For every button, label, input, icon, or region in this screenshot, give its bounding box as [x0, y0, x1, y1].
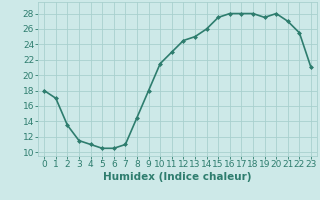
X-axis label: Humidex (Indice chaleur): Humidex (Indice chaleur): [103, 172, 252, 182]
